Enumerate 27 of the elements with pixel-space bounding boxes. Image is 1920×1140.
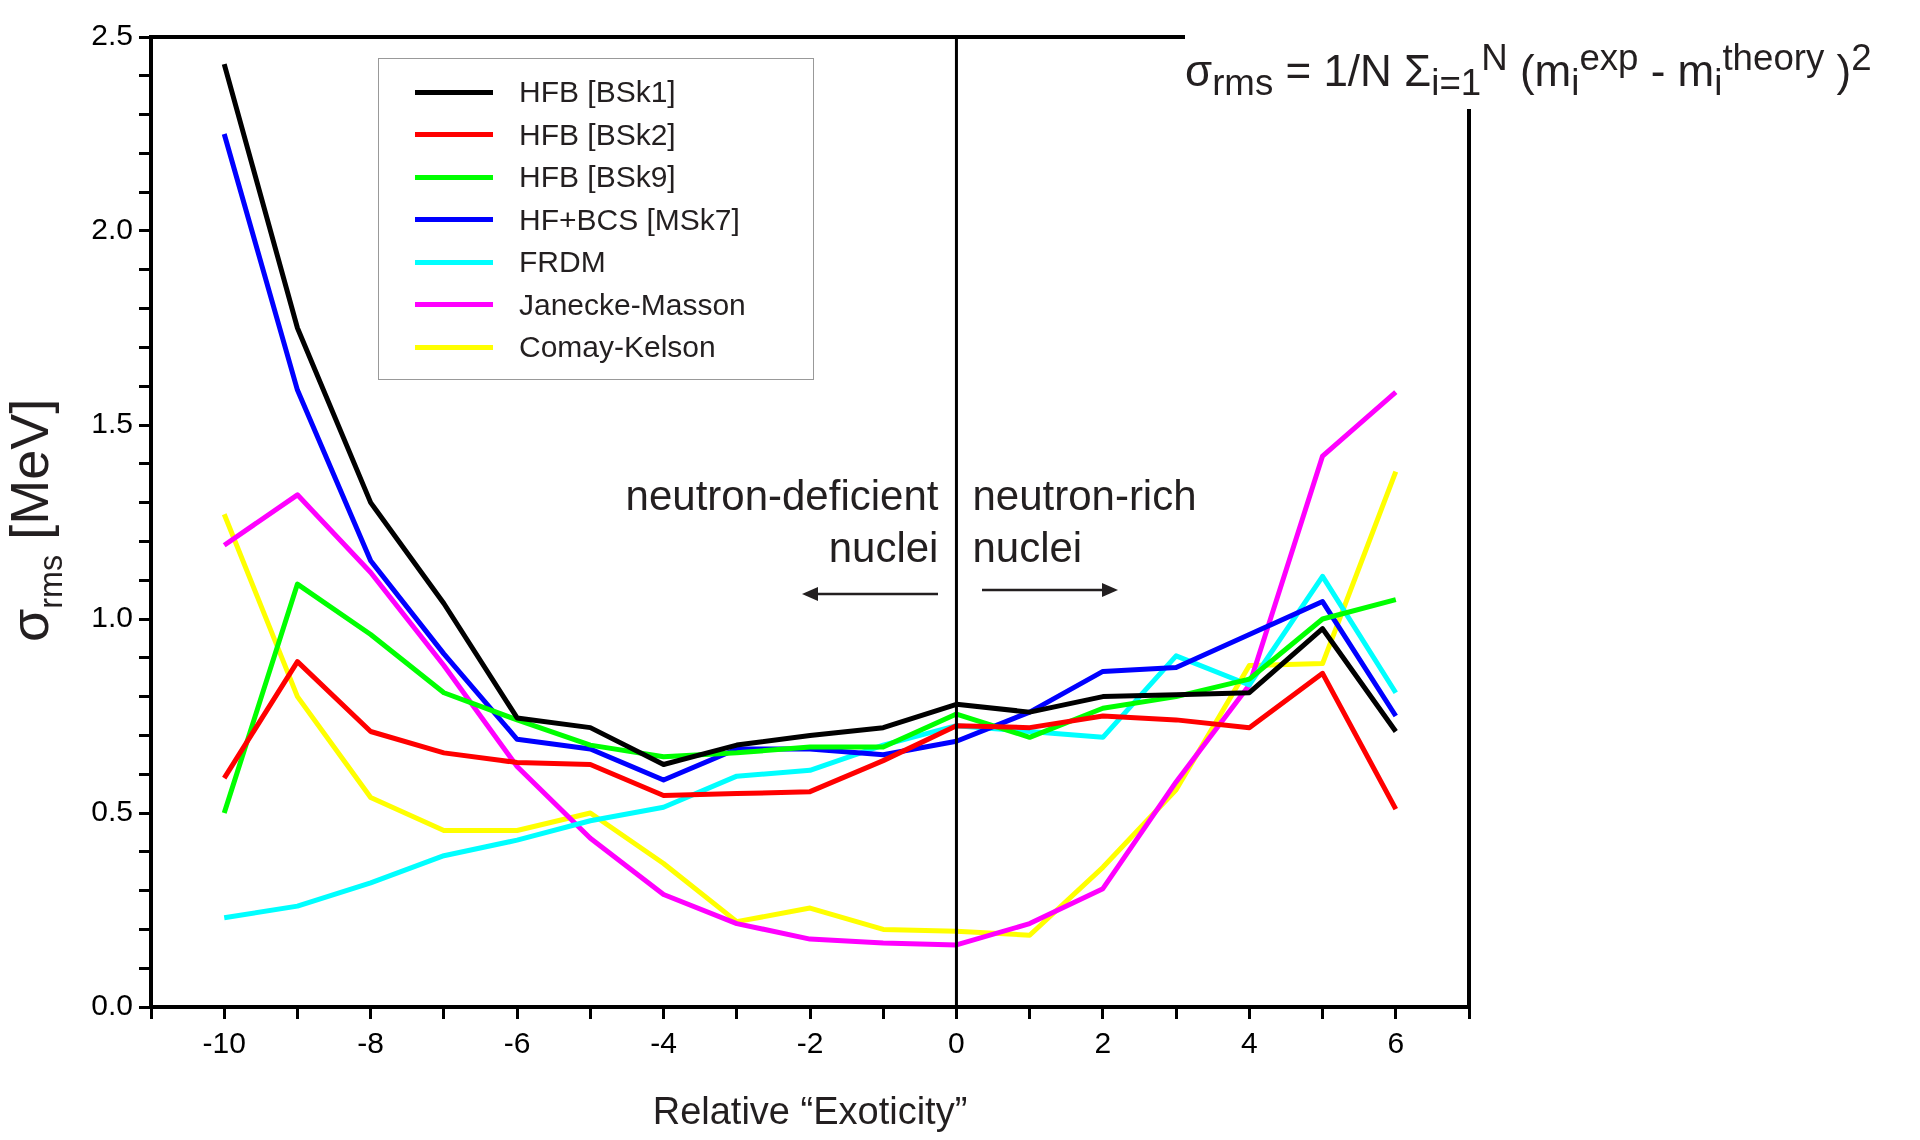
legend-label: HFB [BSk9] (519, 160, 676, 195)
y-axis-title: σrms [MeV] (0, 398, 69, 642)
text: σ$_{rms}$ = 1/N Σ$_{i=1}$$^{N}$ (m$_{i}$$^{exp}$ - m$_{i}$$^{theory}$ )$^{2}$ (1185, 37, 1872, 104)
legend-label: HFB [BSk2] (519, 117, 676, 152)
x-tick-label: 4 (1240, 1026, 1258, 1060)
x-tick-label: 2 (1094, 1026, 1112, 1060)
annotation: neutron-deficient nuclei (625, 472, 939, 572)
x-tick-label: -8 (357, 1026, 385, 1060)
y-tick-label: 0.0 (91, 988, 133, 1022)
x-tick-label: -4 (650, 1026, 677, 1060)
x-tick-label: -2 (796, 1026, 824, 1060)
x-tick-label: 0 (948, 1026, 965, 1060)
x-tick-label: -10 (202, 1026, 246, 1060)
legend-label: Comay-Kelson (519, 330, 716, 365)
legend-label: HF+BCS [MSk7] (519, 202, 740, 237)
y-tick-label: 2.5 (91, 18, 133, 52)
y-tick-label: 0.5 (91, 794, 133, 828)
y-tick-label: 1.0 (91, 600, 133, 634)
legend-label: FRDM (519, 245, 606, 280)
y-tick-label: 2.0 (91, 212, 133, 246)
legend-label: HFB [BSk1] (519, 75, 676, 110)
y-tick-label: 1.5 (91, 406, 133, 440)
x-tick-label: 6 (1387, 1026, 1405, 1060)
legend-label: Janecke-Masson (519, 287, 746, 322)
x-tick-label: -6 (503, 1026, 531, 1060)
x-axis-title: Relative “Exoticity” (652, 1089, 968, 1132)
annotation: neutron-rich nuclei (972, 472, 1197, 572)
